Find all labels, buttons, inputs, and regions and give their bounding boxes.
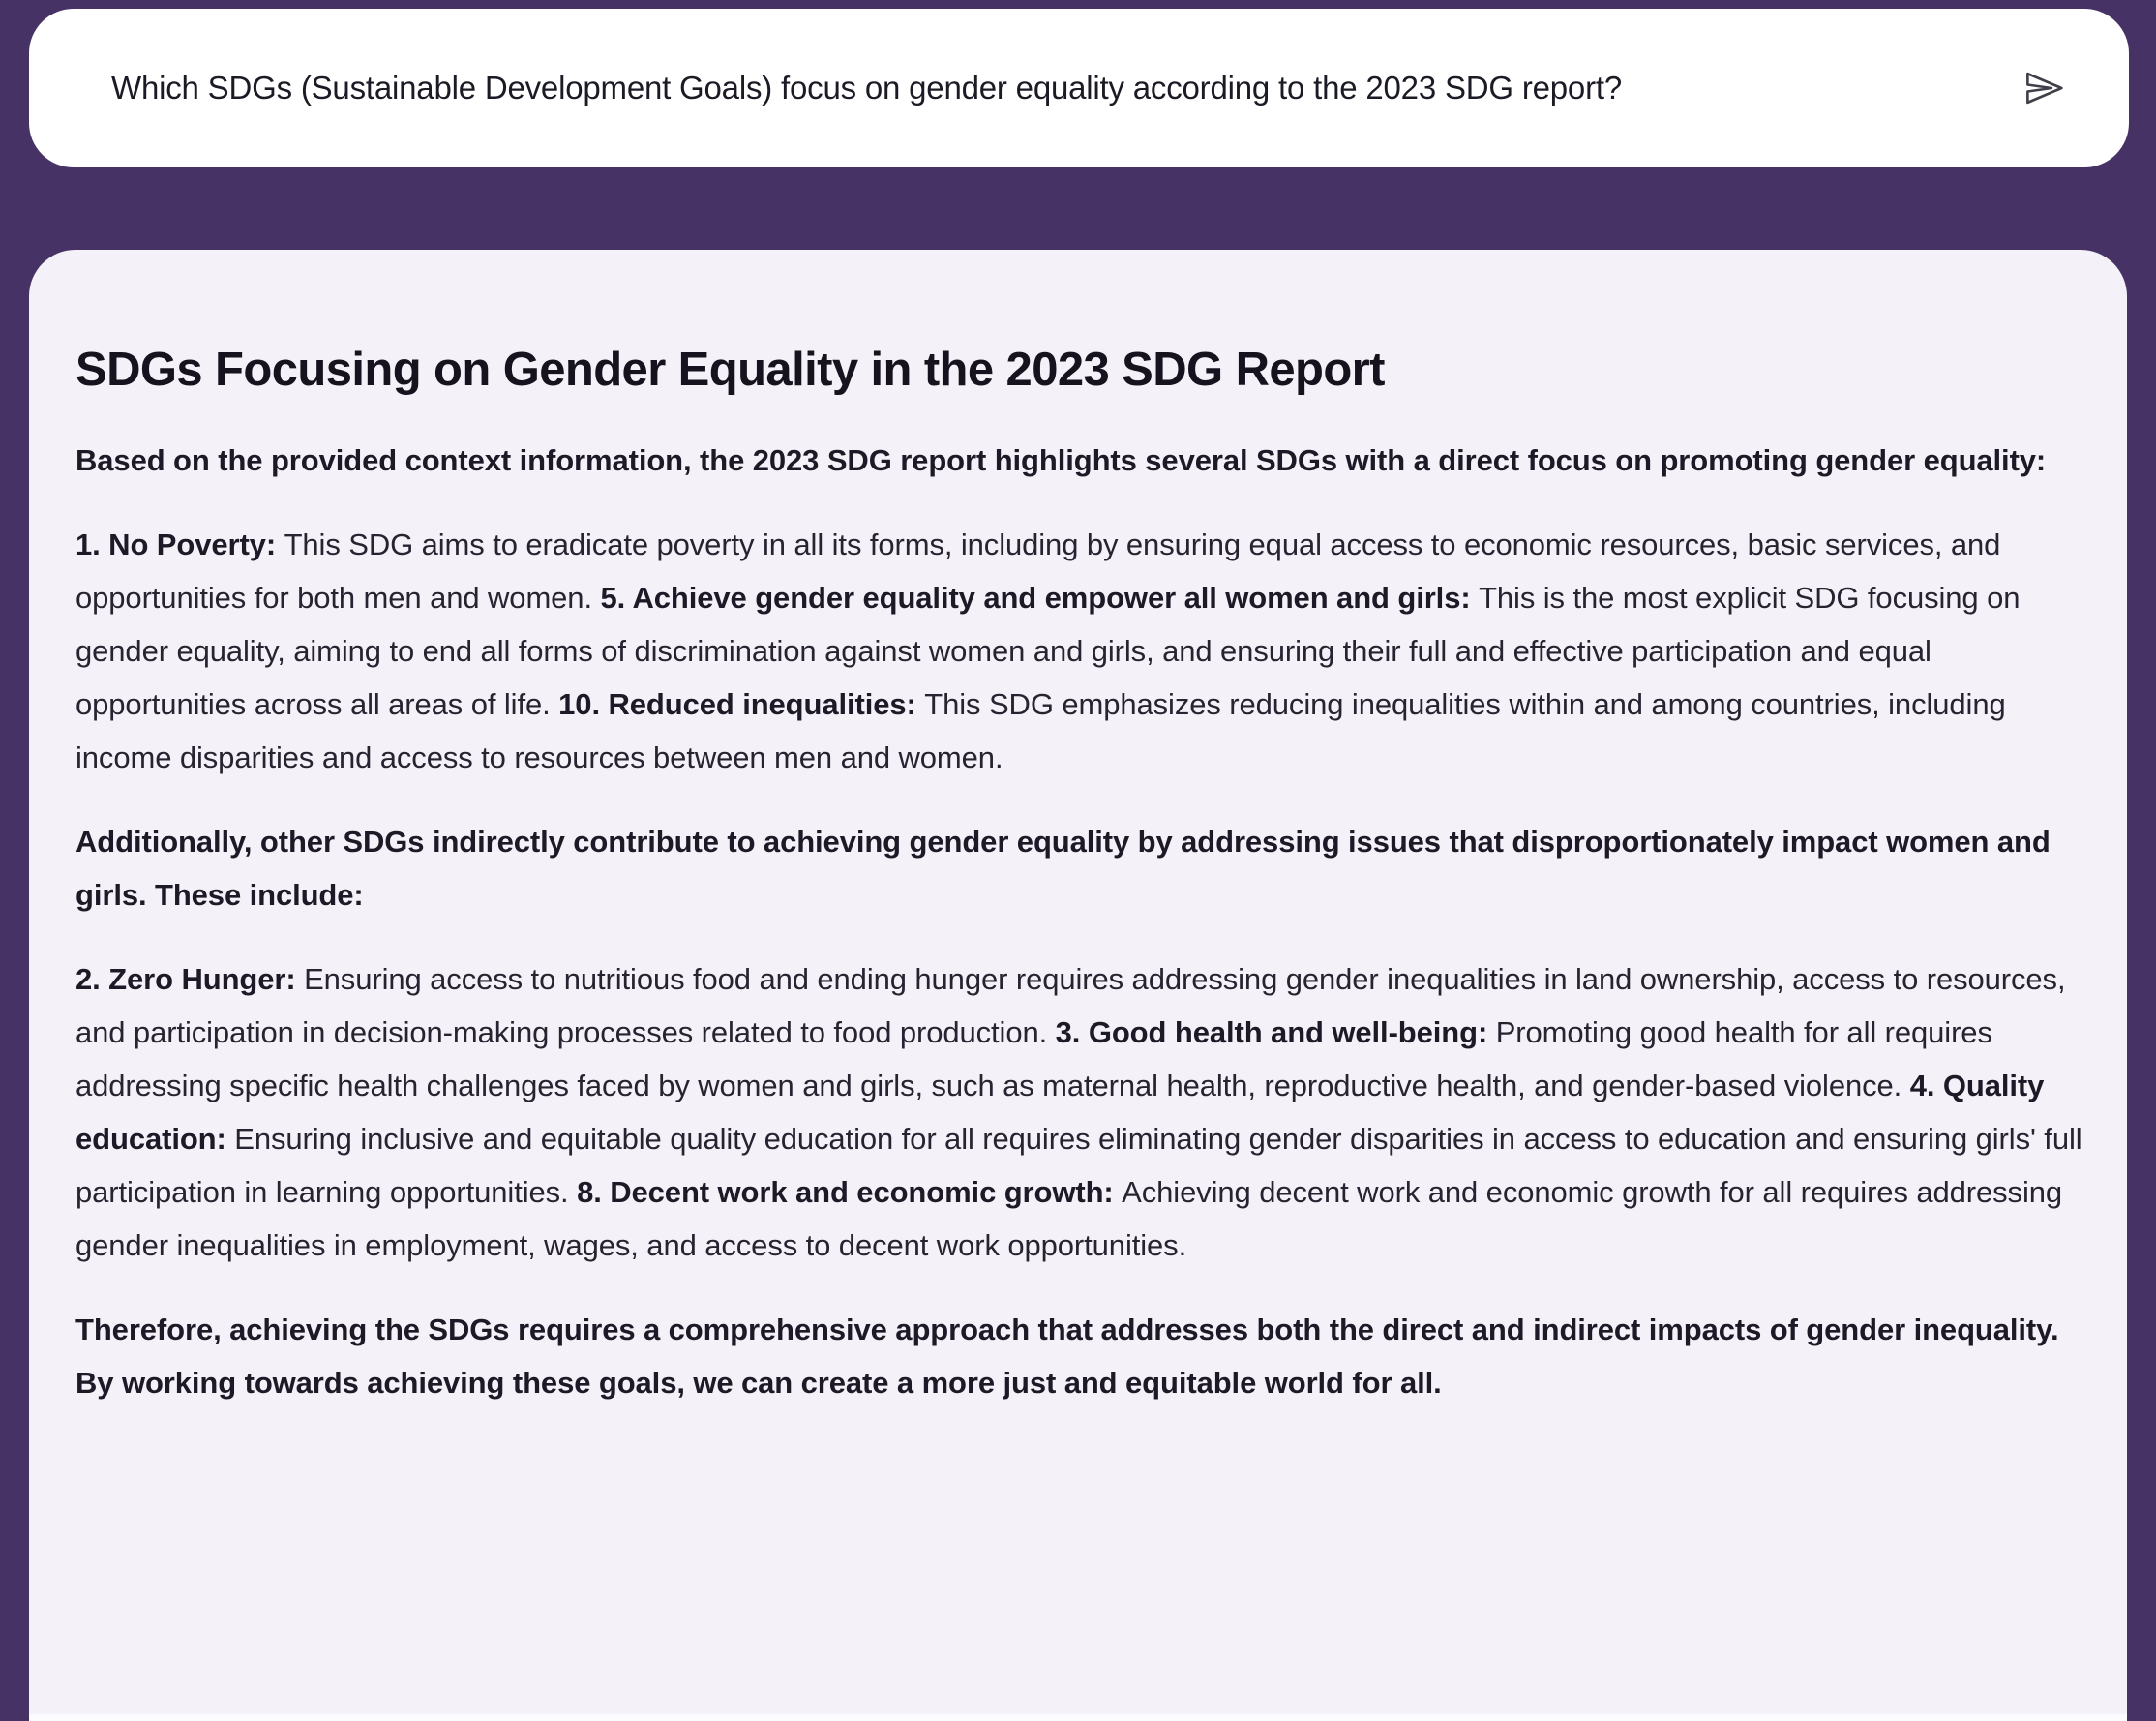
question-text: Which SDGs (Sustainable Development Goal… [111, 70, 1622, 106]
answer-card: SDGs Focusing on Gender Equality in the … [29, 250, 2127, 1721]
answer-paragraph: Additionally, other SDGs indirectly cont… [75, 825, 2051, 912]
answer-paragraph: Based on the provided context informatio… [75, 443, 2047, 477]
answer-paragraph: Therefore, achieving the SDGs requires a… [75, 1313, 2059, 1400]
answer-paragraph: 1. No Poverty: This SDG aims to eradicat… [75, 528, 2021, 774]
question-input-bar[interactable]: Which SDGs (Sustainable Development Goal… [29, 9, 2129, 167]
paper-plane-icon [2021, 68, 2067, 108]
send-button[interactable] [2017, 61, 2071, 115]
answer-paragraph: 2. Zero Hunger: Ensuring access to nutri… [75, 962, 2082, 1262]
answer-body: Based on the provided context informatio… [75, 434, 2088, 1409]
answer-title: SDGs Focusing on Gender Equality in the … [75, 344, 1385, 396]
bottom-strip [29, 1714, 2127, 1721]
